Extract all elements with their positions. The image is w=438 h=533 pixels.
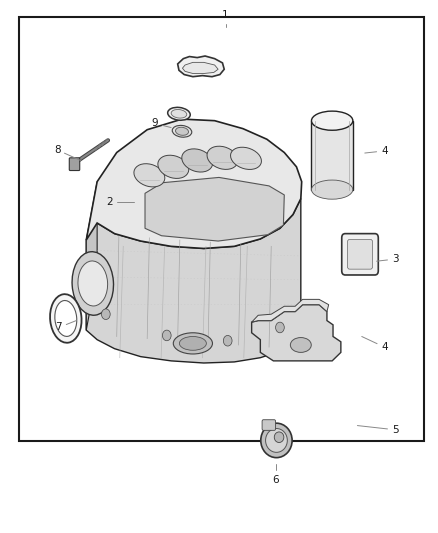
Text: 6: 6 [272,475,279,484]
Polygon shape [86,119,302,248]
Ellipse shape [311,111,353,130]
Text: 7: 7 [56,322,62,333]
Ellipse shape [134,164,165,187]
Polygon shape [86,199,301,363]
Ellipse shape [72,252,113,315]
Ellipse shape [176,127,188,135]
Ellipse shape [207,146,238,169]
Ellipse shape [230,147,261,169]
Ellipse shape [173,333,212,354]
Ellipse shape [290,337,311,352]
FancyBboxPatch shape [262,419,276,430]
Polygon shape [145,177,284,241]
FancyBboxPatch shape [347,239,373,269]
Ellipse shape [50,294,81,343]
FancyBboxPatch shape [69,158,80,171]
Ellipse shape [78,261,108,306]
Ellipse shape [261,423,292,458]
Ellipse shape [158,155,189,179]
Ellipse shape [171,109,187,118]
Ellipse shape [55,301,77,336]
Bar [19,17,424,441]
Circle shape [162,330,171,341]
Polygon shape [252,300,328,322]
Text: 4: 4 [381,342,388,352]
Ellipse shape [182,149,213,172]
Polygon shape [178,56,224,77]
Polygon shape [252,305,341,361]
Text: 9: 9 [151,118,158,128]
Text: 3: 3 [392,254,399,264]
Ellipse shape [172,125,192,137]
Ellipse shape [274,432,284,442]
Polygon shape [183,62,218,74]
Circle shape [102,309,110,319]
Ellipse shape [180,336,206,350]
Text: 4: 4 [381,146,388,156]
Ellipse shape [168,107,190,120]
Ellipse shape [311,180,353,199]
Text: 1: 1 [222,10,229,20]
Polygon shape [86,182,97,330]
FancyBboxPatch shape [342,233,378,275]
Ellipse shape [265,429,287,453]
Text: 5: 5 [392,425,399,435]
Circle shape [276,322,284,333]
Bar [311,120,353,190]
Text: 8: 8 [54,145,60,155]
Circle shape [223,335,232,346]
Text: 2: 2 [106,197,113,207]
